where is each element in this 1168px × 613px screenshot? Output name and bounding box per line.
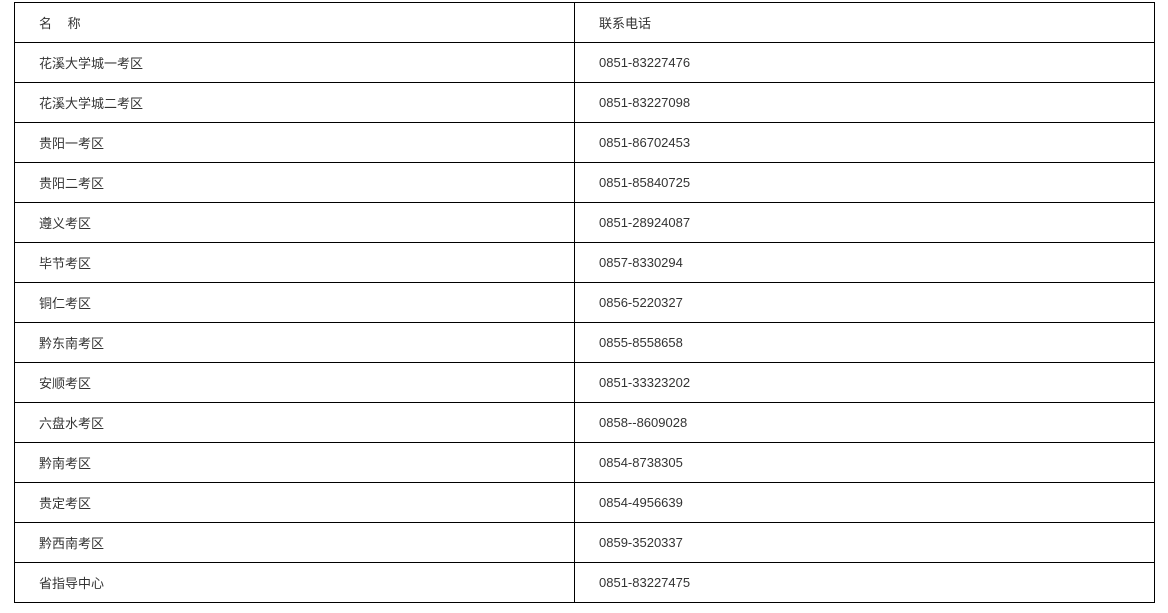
contact-table: 名 称 联系电话 花溪大学城一考区 0851-83227476 花溪大学城二考区… — [14, 2, 1155, 603]
table-row: 六盘水考区 0858--8609028 — [15, 403, 1155, 443]
cell-name: 安顺考区 — [15, 363, 575, 403]
header-phone: 联系电话 — [575, 3, 1155, 43]
cell-name: 毕节考区 — [15, 243, 575, 283]
table-row: 黔南考区 0854-8738305 — [15, 443, 1155, 483]
cell-phone: 0851-85840725 — [575, 163, 1155, 203]
contact-table-container: 名 称 联系电话 花溪大学城一考区 0851-83227476 花溪大学城二考区… — [14, 2, 1154, 603]
cell-name: 黔南考区 — [15, 443, 575, 483]
table-header-row: 名 称 联系电话 — [15, 3, 1155, 43]
table-row: 贵定考区 0854-4956639 — [15, 483, 1155, 523]
cell-name: 六盘水考区 — [15, 403, 575, 443]
cell-name: 花溪大学城一考区 — [15, 43, 575, 83]
table-row: 黔西南考区 0859-3520337 — [15, 523, 1155, 563]
table-row: 贵阳二考区 0851-85840725 — [15, 163, 1155, 203]
cell-phone: 0854-4956639 — [575, 483, 1155, 523]
cell-name: 贵定考区 — [15, 483, 575, 523]
cell-name: 遵义考区 — [15, 203, 575, 243]
cell-name: 黔西南考区 — [15, 523, 575, 563]
cell-phone: 0856-5220327 — [575, 283, 1155, 323]
cell-phone: 0859-3520337 — [575, 523, 1155, 563]
cell-name: 贵阳一考区 — [15, 123, 575, 163]
cell-phone: 0855-8558658 — [575, 323, 1155, 363]
cell-name: 花溪大学城二考区 — [15, 83, 575, 123]
cell-name: 省指导中心 — [15, 563, 575, 603]
cell-phone: 0851-86702453 — [575, 123, 1155, 163]
table-row: 毕节考区 0857-8330294 — [15, 243, 1155, 283]
table-body: 名 称 联系电话 花溪大学城一考区 0851-83227476 花溪大学城二考区… — [15, 3, 1155, 603]
cell-phone: 0854-8738305 — [575, 443, 1155, 483]
table-row: 铜仁考区 0856-5220327 — [15, 283, 1155, 323]
cell-phone: 0851-83227098 — [575, 83, 1155, 123]
cell-name: 贵阳二考区 — [15, 163, 575, 203]
cell-phone: 0851-28924087 — [575, 203, 1155, 243]
cell-phone: 0851-83227475 — [575, 563, 1155, 603]
cell-phone: 0851-33323202 — [575, 363, 1155, 403]
cell-phone: 0858--8609028 — [575, 403, 1155, 443]
cell-phone: 0857-8330294 — [575, 243, 1155, 283]
cell-name: 黔东南考区 — [15, 323, 575, 363]
cell-phone: 0851-83227476 — [575, 43, 1155, 83]
table-row: 安顺考区 0851-33323202 — [15, 363, 1155, 403]
table-row: 贵阳一考区 0851-86702453 — [15, 123, 1155, 163]
cell-name: 铜仁考区 — [15, 283, 575, 323]
table-row: 花溪大学城二考区 0851-83227098 — [15, 83, 1155, 123]
table-row: 遵义考区 0851-28924087 — [15, 203, 1155, 243]
table-row: 花溪大学城一考区 0851-83227476 — [15, 43, 1155, 83]
header-name: 名 称 — [15, 3, 575, 43]
table-row: 省指导中心 0851-83227475 — [15, 563, 1155, 603]
table-row: 黔东南考区 0855-8558658 — [15, 323, 1155, 363]
